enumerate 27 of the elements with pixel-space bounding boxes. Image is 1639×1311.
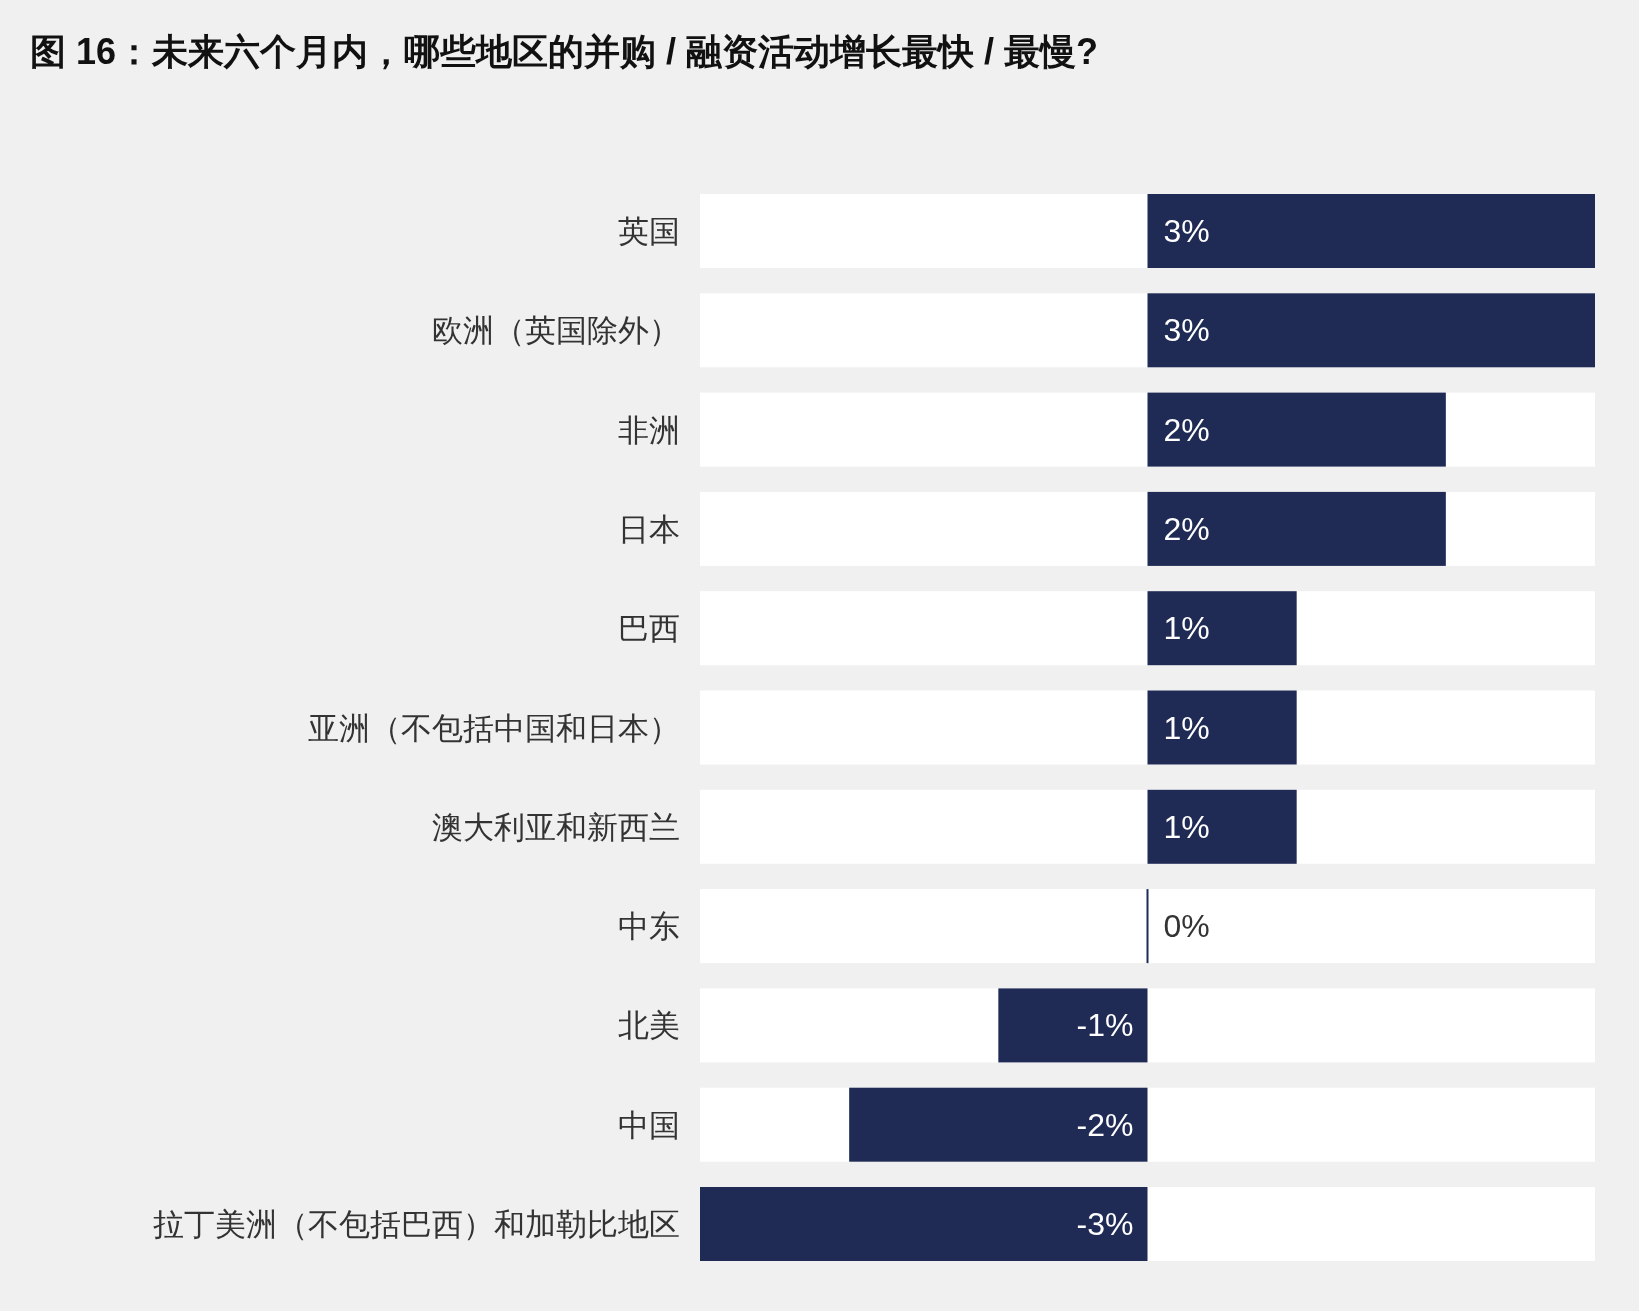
data-label: -1% (1076, 1007, 1134, 1044)
y-tick-label: 中国 (618, 1107, 680, 1143)
bar (1147, 690, 1297, 765)
bar (1147, 789, 1297, 864)
data-label: 1% (1163, 610, 1210, 647)
y-tick-label: 巴西 (618, 611, 680, 647)
y-tick-label: 北美 (618, 1008, 680, 1044)
data-label: 3% (1163, 312, 1210, 349)
y-tick-label: 日本 (618, 511, 680, 547)
data-label: 3% (1163, 213, 1210, 249)
data-label: -3% (1076, 1206, 1134, 1242)
y-tick-label: 拉丁美洲（不包括巴西）和加勒比地区 (153, 1207, 680, 1242)
data-label: 2% (1163, 411, 1210, 448)
data-label: 1% (1163, 808, 1210, 845)
data-label: 2% (1163, 510, 1210, 547)
y-tick-label: 欧洲（英国除外） (432, 313, 680, 349)
chart-title: 图 16：未来六个月内，哪些地区的并购 / 融资活动增长最快 / 最慢? (30, 31, 1099, 72)
data-label: 0% (1163, 908, 1210, 945)
y-tick-label: 非洲 (618, 412, 680, 448)
y-tick-label: 澳大利亚和新西兰 (432, 809, 680, 845)
y-tick-label: 中东 (618, 909, 680, 945)
y-tick-label: 英国 (618, 214, 680, 249)
bar (998, 988, 1148, 1063)
data-label: 1% (1163, 709, 1210, 746)
data-label: -2% (1076, 1106, 1134, 1143)
bar (1147, 591, 1297, 666)
y-tick-label: 亚洲（不包括中国和日本） (308, 710, 680, 746)
